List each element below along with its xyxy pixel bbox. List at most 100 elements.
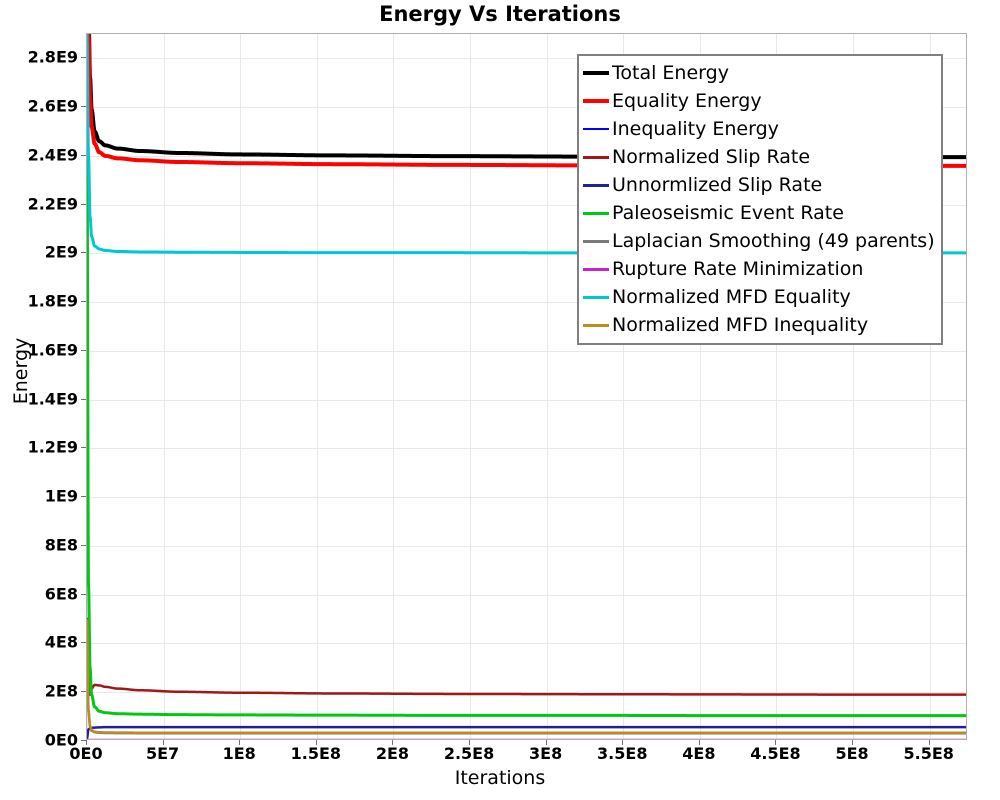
series-line: [87, 725, 966, 739]
legend-item[interactable]: Inequality Energy: [583, 115, 935, 143]
legend-color-swatch: [583, 239, 609, 243]
gridline-horizontal: [87, 58, 966, 59]
gridline-horizontal: [87, 205, 966, 206]
y-axis-tick-label: 6E8: [44, 584, 78, 604]
legend-item[interactable]: Normalized Slip Rate: [583, 143, 935, 171]
series-line: [87, 619, 966, 734]
gridline-horizontal: [87, 400, 966, 401]
legend-color-swatch: [583, 211, 609, 215]
x-axis-tick-mark: [316, 740, 317, 745]
legend-label: Normalized MFD Inequality: [612, 313, 869, 336]
gridline-vertical: [776, 34, 777, 739]
y-axis-tick-label: 2.8E9: [27, 47, 78, 67]
y-axis-tick-mark: [81, 155, 86, 156]
y-axis-tick-mark: [81, 496, 86, 497]
y-axis-tick-label: 8E8: [44, 535, 78, 555]
y-axis-tick-mark: [81, 399, 86, 400]
x-axis-tick-label: 5E8: [835, 744, 869, 763]
y-axis-tick-mark: [81, 106, 86, 107]
legend-item[interactable]: Total Energy: [583, 59, 935, 87]
y-axis-tick-mark: [81, 57, 86, 58]
legend-item[interactable]: Paleoseismic Event Rate: [583, 199, 935, 227]
y-axis-tick-label: 1.2E9: [27, 437, 78, 457]
y-axis-tick-label: 1.4E9: [27, 389, 78, 409]
y-axis-tick-mark: [81, 691, 86, 692]
gridline-vertical: [700, 34, 701, 739]
series-line: [87, 151, 966, 718]
gridline-vertical: [317, 34, 318, 739]
gridline-horizontal: [87, 351, 966, 352]
legend-item[interactable]: Laplacian Smoothing (49 parents): [583, 227, 935, 255]
x-axis-tick-mark: [929, 740, 930, 745]
y-axis-tick-label: 0E0: [44, 730, 78, 750]
legend-item[interactable]: Normalized MFD Inequality: [583, 311, 935, 339]
y-axis-tick-mark: [81, 350, 86, 351]
gridline-horizontal: [87, 107, 966, 108]
gridline-horizontal: [87, 595, 966, 596]
x-axis-tick-label: 3E8: [529, 744, 563, 763]
gridline-horizontal: [87, 302, 966, 303]
legend-label: Normalized MFD Equality: [612, 285, 851, 308]
legend-label: Paleoseismic Event Rate: [612, 201, 844, 224]
y-axis-tick-label: 2.4E9: [27, 145, 78, 165]
gridline-vertical: [164, 34, 165, 739]
x-axis-tick-mark: [86, 740, 87, 745]
legend-color-swatch: [583, 155, 609, 159]
legend-color-swatch: [583, 295, 609, 299]
y-axis-tick-label: 1.8E9: [27, 291, 78, 311]
gridline-horizontal: [87, 497, 966, 498]
legend-label: Unnormlized Slip Rate: [612, 173, 823, 196]
gridline-horizontal: [87, 643, 966, 644]
gridline-horizontal: [87, 546, 966, 547]
gridline-horizontal: [87, 448, 966, 449]
legend-item[interactable]: Equality Energy: [583, 87, 935, 115]
x-axis-tick-mark: [469, 740, 470, 745]
legend-label: Laplacian Smoothing (49 parents): [612, 229, 935, 252]
x-axis-tick-label: 2.5E8: [443, 744, 495, 763]
gridline-vertical: [470, 34, 471, 739]
legend-item[interactable]: Rupture Rate Minimization: [583, 255, 935, 283]
legend-color-swatch: [583, 183, 609, 187]
x-axis-tick-label: 0E0: [69, 744, 103, 763]
x-axis-tick-mark: [852, 740, 853, 745]
y-axis-tick-mark: [81, 301, 86, 302]
legend-label: Inequality Energy: [612, 117, 779, 140]
legend-label: Equality Energy: [612, 89, 762, 112]
x-axis-tick-mark: [546, 740, 547, 745]
gridline-vertical: [240, 34, 241, 739]
legend-color-swatch: [583, 128, 609, 130]
x-axis-tick-label: 4.5E8: [750, 744, 801, 763]
y-axis-tick-mark: [81, 594, 86, 595]
legend-item[interactable]: Normalized MFD Equality: [583, 283, 935, 311]
chart-title: Energy Vs Iterations: [379, 2, 621, 26]
legend-item[interactable]: Unnormlized Slip Rate: [583, 171, 935, 199]
gridline-vertical: [853, 34, 854, 739]
y-axis-label: Energy: [10, 337, 32, 405]
y-axis-tick-label: 2E8: [44, 681, 78, 701]
gridline-horizontal: [87, 692, 966, 693]
gridline-vertical: [623, 34, 624, 739]
x-axis-tick-label: 5.5E8: [903, 744, 954, 763]
x-axis-tick-mark: [392, 740, 393, 745]
y-axis-tick-mark: [81, 642, 86, 643]
y-axis-tick-label: 1.6E9: [27, 340, 78, 360]
x-axis-tick-mark: [239, 740, 240, 745]
legend-label: Total Energy: [612, 61, 729, 84]
y-axis-tick-mark: [81, 740, 86, 741]
x-axis-tick-label: 3.5E8: [597, 744, 648, 763]
x-axis-label: Iterations: [454, 767, 546, 789]
y-axis-tick-mark: [81, 447, 86, 448]
legend-color-swatch: [583, 267, 609, 271]
legend: Total Energy Equality Energy Inequality En…: [577, 54, 943, 345]
x-axis-tick-label: 2E8: [375, 744, 410, 763]
y-axis-tick-label: 2.2E9: [27, 194, 78, 214]
x-axis-tick-label: 1E8: [222, 744, 256, 763]
gridline-vertical: [547, 34, 548, 739]
y-axis-tick-label: 2E9: [44, 242, 78, 262]
legend-label: Rupture Rate Minimization: [612, 257, 864, 280]
y-axis-tick-label: 2.6E9: [27, 96, 78, 116]
legend-color-swatch: [583, 99, 609, 103]
x-axis-tick-mark: [775, 740, 776, 745]
x-axis-tick-mark: [622, 740, 623, 745]
